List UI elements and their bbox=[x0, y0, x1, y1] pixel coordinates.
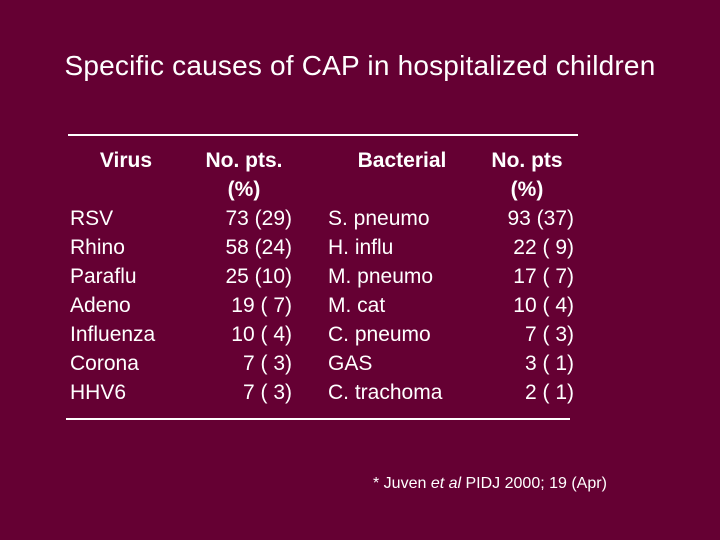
bacterial-pts-cell: 3 ( 1) bbox=[524, 352, 574, 375]
virus-header-spacer bbox=[70, 175, 190, 204]
bacterial-cell: S. pneumo bbox=[328, 207, 430, 230]
virus-pts-header-pct: (%) bbox=[227, 178, 261, 201]
bacterial-pts-cell: 17 ( 7) bbox=[513, 265, 574, 288]
bacterial-pts-column: No. pts (%) 93 (37) 22 ( 9) 17 ( 7) 10 (… bbox=[480, 146, 574, 407]
virus-pts-cell: 58 (24) bbox=[225, 236, 292, 259]
virus-pts-cell: 7 ( 3) bbox=[242, 352, 292, 375]
bacterial-header: Bacterial bbox=[357, 149, 447, 172]
bacterial-pts-cell: 7 ( 3) bbox=[524, 323, 574, 346]
footnote-suffix: PIDJ 2000; 19 (Apr) bbox=[461, 475, 607, 492]
virus-cell: Corona bbox=[70, 352, 139, 375]
virus-cell: HHV6 bbox=[70, 381, 127, 404]
bacterial-cell: C. pneumo bbox=[328, 323, 431, 346]
virus-pts-cell: 73 (29) bbox=[225, 207, 292, 230]
bacterial-pts-cell: 2 ( 1) bbox=[524, 381, 574, 404]
footnote-italic: et al bbox=[430, 475, 462, 492]
table-top-rule bbox=[68, 134, 578, 136]
virus-pts-cell: 25 (10) bbox=[225, 265, 292, 288]
bacterial-cell: H. influ bbox=[328, 236, 394, 259]
virus-cell: Rhino bbox=[70, 236, 125, 259]
virus-cell: Adeno bbox=[70, 294, 131, 317]
footnote-prefix: * Juven bbox=[373, 475, 431, 492]
bacterial-pts-cell: 93 (37) bbox=[507, 207, 574, 230]
bacterial-column: Bacterial S. pneumo H. influ M. pneumo M… bbox=[328, 146, 476, 407]
virus-cell: Influenza bbox=[70, 323, 156, 346]
virus-header: Virus bbox=[99, 149, 153, 172]
bacterial-pts-cell: 10 ( 4) bbox=[513, 294, 574, 317]
bacterial-cell: M. pneumo bbox=[328, 265, 434, 288]
bacterial-header-spacer bbox=[328, 175, 476, 204]
virus-cell: RSV bbox=[70, 207, 114, 230]
virus-pts-header: No. pts. bbox=[205, 149, 283, 172]
citation-footnote: * Juven et al PIDJ 2000; 19 (Apr) bbox=[373, 475, 607, 493]
table-bottom-rule bbox=[66, 418, 570, 420]
virus-cell: Paraflu bbox=[70, 265, 137, 288]
slide-title: Specific causes of CAP in hospitalized c… bbox=[64, 50, 656, 81]
virus-pts-cell: 7 ( 3) bbox=[242, 381, 292, 404]
virus-pts-cell: 10 ( 4) bbox=[231, 323, 292, 346]
bacterial-cell: GAS bbox=[328, 352, 373, 375]
bacterial-pts-header: No. pts bbox=[491, 149, 563, 172]
virus-pts-cell: 19 ( 7) bbox=[231, 294, 292, 317]
bacterial-cell: M. cat bbox=[328, 294, 386, 317]
bacterial-pts-cell: 22 ( 9) bbox=[513, 236, 574, 259]
virus-pts-column: No. pts. (%) 73 (29) 58 (24) 25 (10) 19 … bbox=[196, 146, 293, 407]
bacterial-pts-header-pct: (%) bbox=[510, 178, 544, 201]
virus-column: Virus RSV Rhino Paraflu Adeno Influenza … bbox=[70, 146, 190, 407]
bacterial-cell: C. trachoma bbox=[328, 381, 443, 404]
